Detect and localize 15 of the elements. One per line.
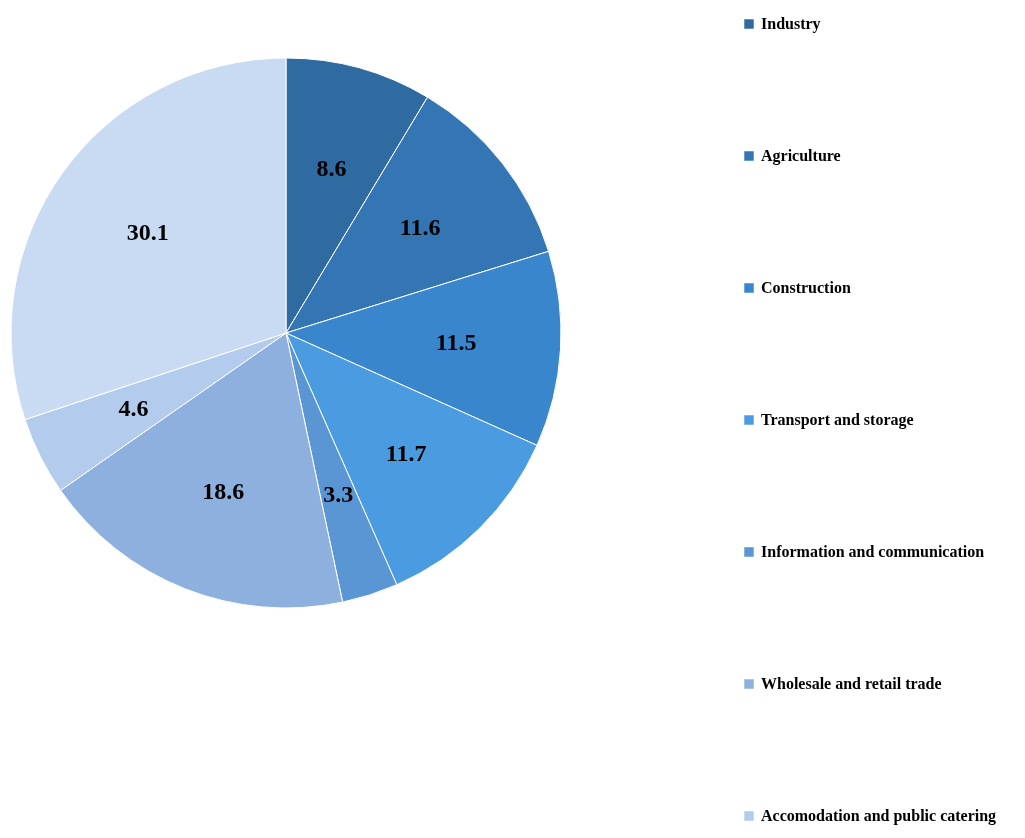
data-label: 4.6 xyxy=(118,395,149,422)
legend-label: Wholesale and retail trade xyxy=(761,675,942,692)
legend-label: Agriculture xyxy=(761,147,841,165)
legend-label: Transport and storage xyxy=(761,411,914,429)
legend-label: Industry xyxy=(761,15,821,33)
data-label: 8.6 xyxy=(316,154,347,181)
legend-label: Construction xyxy=(761,279,851,296)
data-label: 11.5 xyxy=(435,329,477,356)
data-label: 30.1 xyxy=(126,219,169,246)
data-label: 3.3 xyxy=(323,481,354,508)
legend-label: Information and communication xyxy=(761,543,985,560)
data-label: 11.6 xyxy=(399,213,441,240)
data-label: 18.6 xyxy=(202,477,245,504)
legend-label: Accomodation and public catering xyxy=(761,807,997,825)
data-label: 11.7 xyxy=(385,439,427,466)
